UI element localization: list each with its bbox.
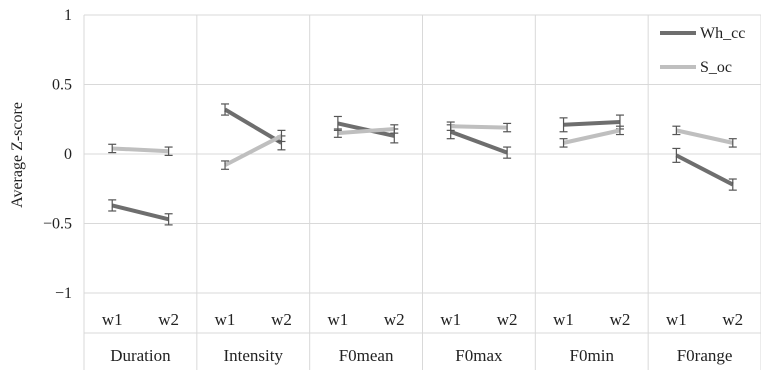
- series-line-segment: [112, 146, 169, 154]
- error-bar: [728, 138, 737, 148]
- legend: Wh_cc S_oc: [660, 25, 745, 76]
- error-bar: [108, 143, 117, 154]
- x-group-label: F0min: [570, 346, 615, 365]
- x-subcategory-label: w1: [215, 310, 236, 329]
- error-bar: [559, 117, 568, 133]
- error-bar: [164, 213, 173, 226]
- error-bar: [672, 125, 681, 136]
- series-layer: [108, 103, 737, 226]
- error-bar: [615, 125, 624, 136]
- x-subcategory-label: w2: [610, 310, 631, 329]
- legend-label: Wh_cc: [700, 25, 745, 42]
- error-bar: [221, 160, 230, 170]
- error-bar: [333, 128, 342, 138]
- error-bar: [221, 103, 230, 116]
- error-bar: [164, 146, 173, 156]
- error-bar: [446, 121, 455, 131]
- x-subcategory-label: w1: [327, 310, 348, 329]
- y-axis-ticks: 1 0.5 0 −0.5 −1: [43, 7, 72, 302]
- x-group-label: F0mean: [339, 346, 394, 365]
- error-bar: [503, 122, 512, 133]
- y-tick-label: −0.5: [43, 216, 72, 233]
- x-group-label: F0max: [455, 346, 503, 365]
- y-tick-label: 0.5: [52, 77, 72, 94]
- series-line-segment: [224, 107, 283, 145]
- error-bar: [672, 147, 681, 163]
- y-axis-title: Average Z-score: [9, 102, 26, 208]
- x-subcategory-label: w2: [158, 310, 179, 329]
- y-tick-label: 0: [64, 146, 72, 163]
- series-line-segment: [450, 124, 508, 130]
- error-bar: [390, 124, 399, 134]
- error-bar: [559, 138, 568, 148]
- series-line-segment: [224, 134, 283, 167]
- x-group-label: Duration: [110, 346, 171, 365]
- y-tick-label: −1: [55, 285, 72, 302]
- x-group-label: F0range: [677, 346, 733, 365]
- series-line-segment: [111, 203, 170, 222]
- x-subcategory-label: w1: [666, 310, 687, 329]
- series-line-segment: [675, 128, 734, 145]
- x-subcategory-label: w2: [271, 310, 292, 329]
- x-subcategory-label: w1: [440, 310, 461, 329]
- error-bar: [108, 199, 117, 212]
- error-bar: [277, 129, 286, 143]
- error-bar: [503, 146, 512, 159]
- gridlines: [83, 14, 761, 370]
- legend-label: S_oc: [700, 59, 732, 76]
- series-line-segment: [675, 153, 734, 187]
- legend-item: S_oc: [660, 59, 732, 76]
- x-subcategory-label: w2: [497, 310, 518, 329]
- x-subcategory-label: w1: [553, 310, 574, 329]
- legend-item: Wh_cc: [660, 25, 745, 42]
- series-line-segment: [563, 128, 621, 145]
- series-line-segment: [450, 129, 508, 155]
- series-s-oc: [108, 121, 737, 170]
- x-subcategory-label: w1: [102, 310, 123, 329]
- error-bar: [728, 178, 737, 191]
- series-line-segment: [337, 126, 395, 136]
- y-tick-label: 1: [64, 7, 72, 24]
- x-group-label: Intensity: [224, 346, 284, 365]
- x-subcategory-label: w2: [722, 310, 743, 329]
- x-subcategory-label: w2: [384, 310, 405, 329]
- x-axis-labels: w1 w2 Duration w1 w2 Intensity w1 w2 F0mean w1 w2 F…: [102, 310, 743, 365]
- series-line-segment: [563, 120, 621, 127]
